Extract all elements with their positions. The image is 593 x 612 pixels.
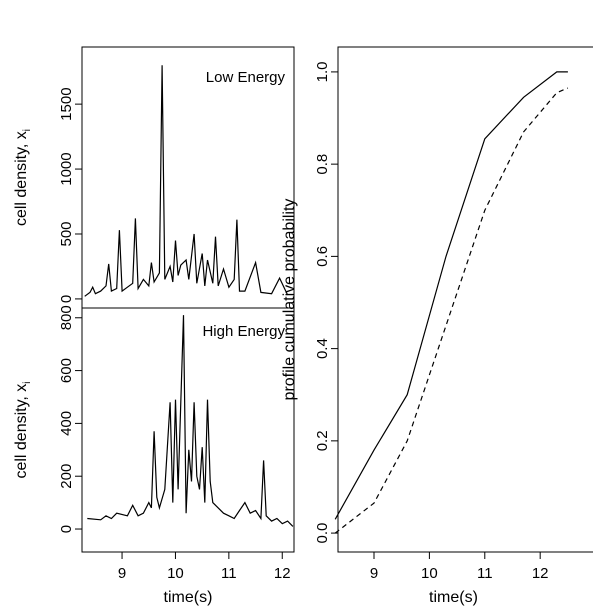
x-tick-label: 12 [274, 565, 291, 582]
plot-frame [81, 307, 295, 553]
x-tick-label: 11 [477, 565, 493, 582]
plot-frame [81, 46, 295, 309]
y-tick-label: 1000 [58, 152, 75, 185]
y-axis-label: cell density, xi [13, 381, 32, 478]
y-tick-label: 0.8 [314, 154, 331, 175]
y-axis-label: profile cumulative probability [281, 199, 298, 401]
x-tick-label: 10 [421, 565, 438, 582]
x-axis-label: time(s) [429, 589, 478, 606]
data-line [334, 87, 569, 534]
y-axis-label-text: cell density, x [13, 131, 30, 226]
annotation: High Energy [202, 323, 285, 340]
annotation: Low Energy [206, 69, 286, 86]
data-line [84, 65, 289, 297]
y-tick-label: 0.0 [314, 523, 331, 544]
y-axis-label: cell density, xi [13, 129, 32, 226]
y-tick-label: 400 [58, 411, 75, 436]
data-line [87, 315, 294, 527]
y-axis-label-text: profile cumulative probability [281, 199, 298, 401]
y-axis-label-sub: i [22, 381, 33, 383]
y-tick-label: 0 [58, 295, 75, 303]
y-tick-label: 0.2 [314, 430, 331, 451]
x-tick-label: 11 [221, 565, 237, 582]
y-tick-label: 600 [58, 358, 75, 383]
x-tick-label: 12 [532, 565, 549, 582]
plot-frame [337, 46, 593, 553]
data-line [334, 71, 568, 520]
y-tick-label: 1500 [58, 87, 75, 120]
x-axis-label: time(s) [164, 589, 213, 606]
y-tick-label: 0.4 [314, 338, 331, 359]
x-tick-label: 10 [167, 565, 184, 582]
y-axis-label-text: cell density, x [13, 384, 30, 479]
y-tick-label: 200 [58, 464, 75, 489]
y-tick-label: 1.0 [314, 61, 331, 82]
y-tick-label: 0.6 [314, 246, 331, 267]
y-tick-label: 500 [58, 221, 75, 246]
x-tick-label: 9 [370, 565, 378, 582]
y-tick-label: 0 [58, 525, 75, 533]
y-axis-label-sub: i [22, 129, 33, 131]
x-tick-label: 9 [118, 565, 126, 582]
y-tick-label: 800 [58, 305, 75, 330]
